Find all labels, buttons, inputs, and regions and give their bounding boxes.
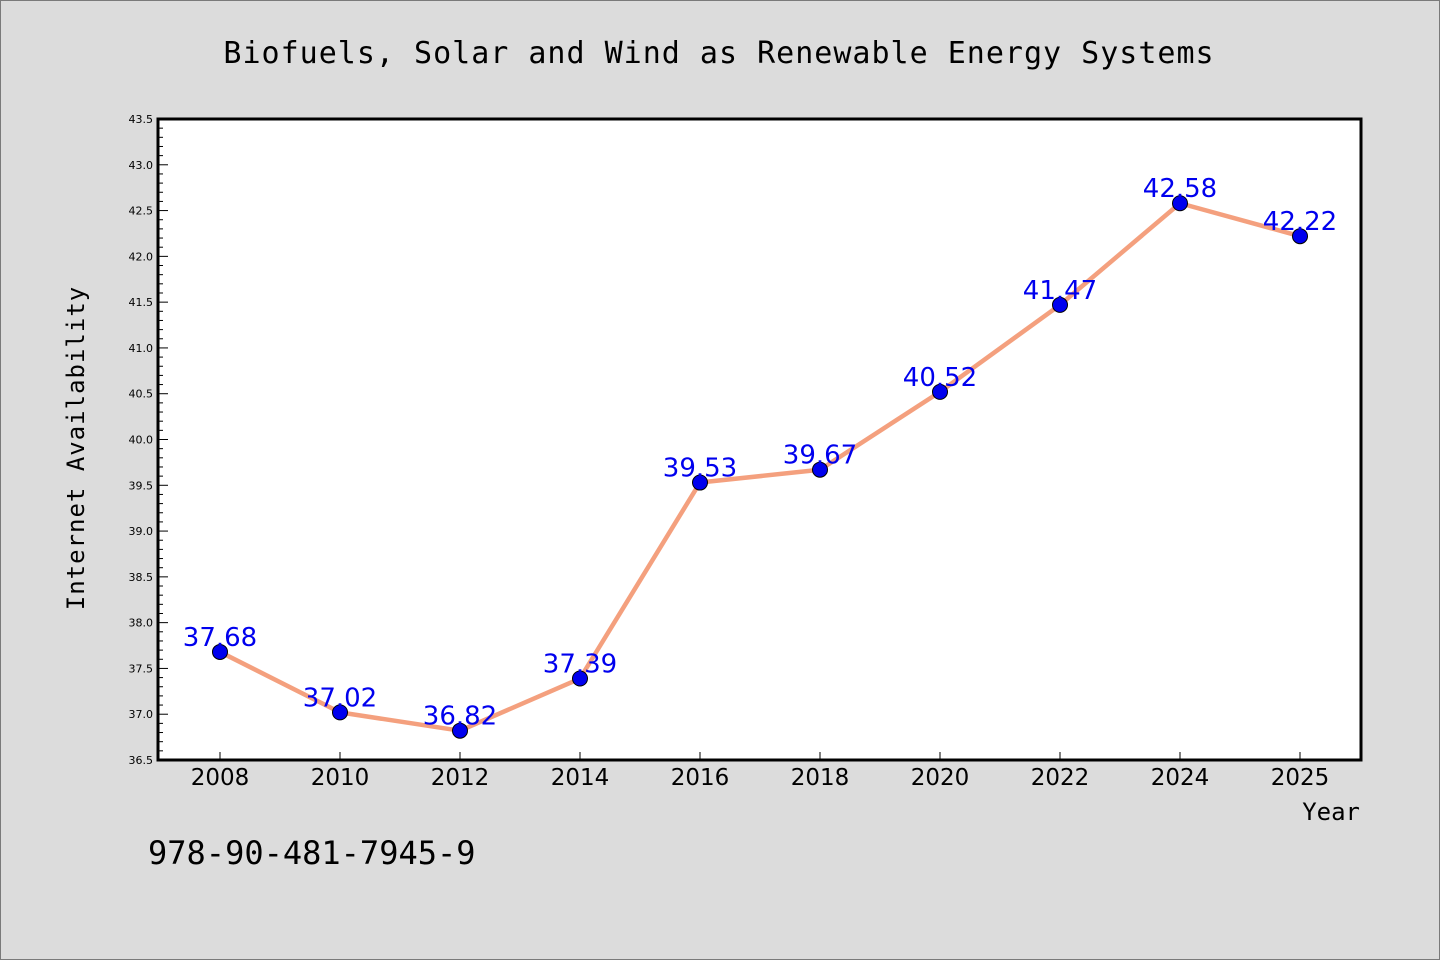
y-tick-label: 43.0 <box>129 159 154 172</box>
y-tick-label: 43.5 <box>129 113 154 126</box>
x-tick-label: 2008 <box>191 765 250 791</box>
x-tick-label: 2024 <box>1151 765 1210 791</box>
y-tick-label: 39.0 <box>129 525 154 538</box>
y-tick-label: 36.5 <box>129 754 154 767</box>
data-point <box>812 461 828 478</box>
data-label: 41.47 <box>1023 276 1097 306</box>
data-label: 36.82 <box>423 702 497 732</box>
series-line <box>218 200 1301 733</box>
x-tick-label: 2014 <box>551 765 610 791</box>
series: 37.68 37.02 36.82 37.39 39.53 39.67 40.52 41.47… <box>183 174 1337 739</box>
x-tick-label: 2016 <box>671 765 730 791</box>
y-axis: 36.5 37.0 37.5 38.0 38.5 39.0 39.5 40.0 40.5 41.0… <box>129 113 168 767</box>
x-tick-label: 2022 <box>1031 765 1090 791</box>
y-tick-label: 37.0 <box>129 708 154 721</box>
x-axis-label: Year <box>1302 798 1360 826</box>
chart-title: Biofuels, Solar and Wind as Renewable En… <box>223 36 1214 71</box>
x-tick-label: 2025 <box>1271 765 1330 791</box>
data-point <box>452 722 468 739</box>
x-tick-label: 2020 <box>911 765 970 791</box>
data-point <box>212 643 228 660</box>
data-label: 40.52 <box>903 363 977 393</box>
data-point <box>1052 296 1068 313</box>
data-label: 42.22 <box>1263 207 1337 237</box>
data-label: 37.02 <box>303 683 377 713</box>
data-label: 39.67 <box>783 441 857 471</box>
y-tick-label: 37.5 <box>129 662 154 675</box>
data-label: 42.58 <box>1143 174 1217 204</box>
data-point <box>1172 195 1188 212</box>
x-tick-label: 2012 <box>431 765 490 791</box>
y-tick-label: 41.0 <box>129 342 154 355</box>
data-point <box>572 670 588 687</box>
y-tick-label: 38.0 <box>129 617 154 630</box>
y-tick-label: 38.5 <box>129 571 154 584</box>
data-point <box>932 383 948 400</box>
data-label: 37.68 <box>183 623 257 653</box>
data-label: 39.53 <box>663 454 737 484</box>
y-tick-label: 42.5 <box>129 205 154 218</box>
y-tick-label: 42.0 <box>129 250 154 263</box>
y-axis-label: Internet Availability <box>62 286 90 610</box>
y-tick-label: 41.5 <box>129 296 154 309</box>
data-label: 37.39 <box>543 650 617 680</box>
y-tick-label: 40.0 <box>129 434 154 447</box>
x-tick-label: 2010 <box>311 765 370 791</box>
x-axis: 2008 2010 2012 2014 2016 2018 2020 2022 2024 2025 <box>191 752 1330 791</box>
x-tick-label: 2018 <box>791 765 850 791</box>
isbn-annotation: 978-90-481-7945-9 <box>148 834 476 872</box>
data-point <box>692 474 708 491</box>
y-tick-label: 39.5 <box>129 479 154 492</box>
y-tick-label: 40.5 <box>129 388 154 401</box>
plot-area <box>156 117 1363 762</box>
data-point <box>332 704 348 721</box>
data-point <box>1292 228 1308 245</box>
